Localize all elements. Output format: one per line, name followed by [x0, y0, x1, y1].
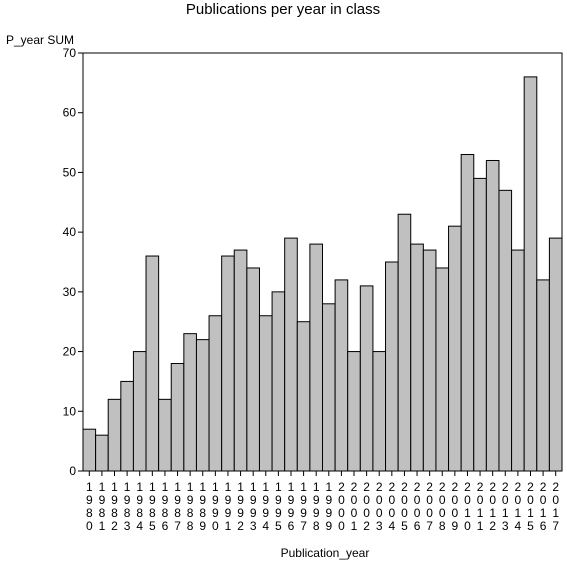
bar-1995 — [271, 291, 286, 472]
bar-1984 — [132, 351, 147, 472]
bar-1997 — [296, 321, 311, 472]
plot-frame — [82, 52, 563, 472]
bars-group — [82, 76, 563, 472]
y-tick-label: 10 — [63, 404, 77, 418]
bar-1994 — [258, 315, 273, 472]
bar-2001 — [347, 351, 361, 472]
bar-2004 — [385, 261, 399, 472]
bar-1991 — [221, 255, 235, 472]
bar-2014 — [511, 249, 525, 472]
bar-2000 — [334, 279, 349, 472]
bar-2011 — [473, 177, 487, 472]
y-tick-label: 60 — [63, 106, 77, 120]
bar-1987 — [170, 363, 185, 472]
bar-1999 — [322, 303, 336, 472]
y-axis-label: P_year SUM — [6, 33, 74, 47]
x-axis: 1 9 8 0 1 9 8 1 1 9 8 2 1 9 8 3 1 9 8 4 1 9 8 5 1 9 8 6 1 9 8 7 1 9 8 8 1 9 8 9… — [86, 471, 559, 533]
bar-1990 — [208, 315, 223, 472]
bar-2009 — [448, 225, 462, 472]
chart-title: Publications per year in class — [186, 1, 380, 18]
bar-1992 — [233, 249, 248, 472]
y-tick-label: 40 — [63, 225, 77, 239]
bar-2015 — [523, 76, 538, 472]
bar-2008 — [435, 267, 450, 472]
bar-1985 — [145, 255, 160, 472]
y-tick-label: 20 — [63, 345, 77, 359]
y-tick-label: 50 — [63, 165, 77, 179]
bar-1989 — [195, 339, 210, 472]
y-tick-label: 70 — [63, 46, 77, 60]
bar-1981 — [95, 434, 109, 472]
bar-1983 — [120, 380, 134, 472]
bar-2010 — [460, 154, 475, 472]
bar-1982 — [107, 398, 122, 472]
y-tick-label: 30 — [63, 285, 77, 299]
x-axis-label: Publication_year — [281, 546, 370, 560]
bar-1988 — [183, 333, 197, 472]
bar-1980 — [82, 428, 97, 472]
bar-1993 — [246, 267, 260, 472]
bar-2012 — [485, 159, 500, 472]
bar-2013 — [498, 189, 513, 472]
bar-2007 — [422, 249, 437, 472]
bar-2005 — [397, 213, 412, 472]
bar-1986 — [158, 398, 172, 472]
bar-2003 — [372, 351, 387, 472]
bar-2006 — [410, 243, 424, 472]
bar-1998 — [309, 243, 324, 472]
bar-1996 — [284, 237, 298, 472]
y-tick-label: 0 — [69, 464, 76, 478]
bar-2016 — [536, 279, 550, 472]
bar-2002 — [359, 285, 374, 472]
bar-2017 — [548, 237, 563, 472]
y-axis: 0 10 20 30 40 50 60 70 — [63, 46, 83, 478]
